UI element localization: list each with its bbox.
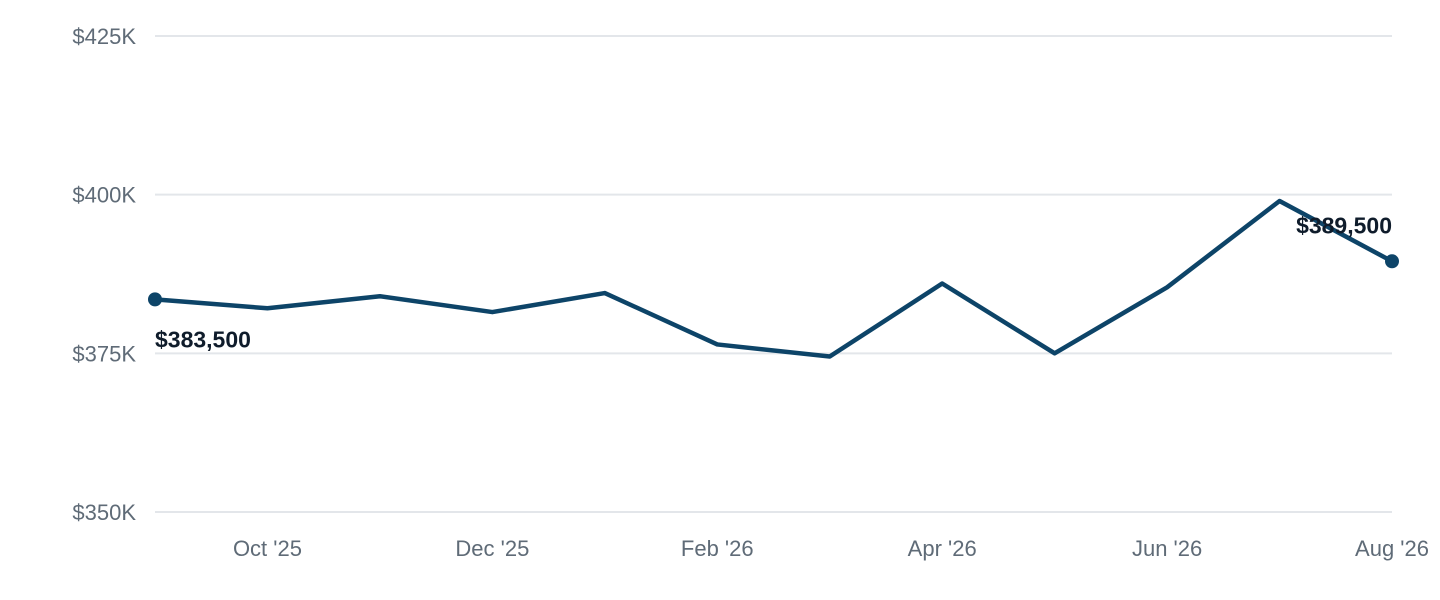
x-tick-label: Dec '25	[455, 536, 529, 561]
x-axis-ticks: Oct '25 Dec '25 Feb '26 Apr '26 Jun '26 Aug '…	[233, 536, 1429, 561]
y-tick-label: $350K	[72, 500, 136, 525]
x-tick-label: Feb '26	[681, 536, 754, 561]
grid-lines	[155, 35, 1392, 513]
x-tick-label: Jun '26	[1132, 536, 1202, 561]
x-tick-label: Aug '26	[1355, 536, 1429, 561]
end-point-marker	[1385, 254, 1399, 269]
data-labels: $383,500 $389,500	[155, 212, 1392, 352]
start-point-marker	[148, 292, 162, 307]
start-value-label: $383,500	[155, 326, 251, 352]
y-tick-label: $425K	[72, 24, 136, 49]
end-value-label: $389,500	[1296, 212, 1392, 238]
series-line	[152, 198, 1395, 359]
y-tick-label: $400K	[72, 183, 136, 208]
x-tick-label: Apr '26	[908, 536, 977, 561]
y-tick-label: $375K	[72, 341, 136, 366]
series-layer	[148, 198, 1399, 359]
x-tick-label: Oct '25	[233, 536, 302, 561]
y-axis-ticks: $350K $375K $400K $425K	[72, 24, 136, 525]
